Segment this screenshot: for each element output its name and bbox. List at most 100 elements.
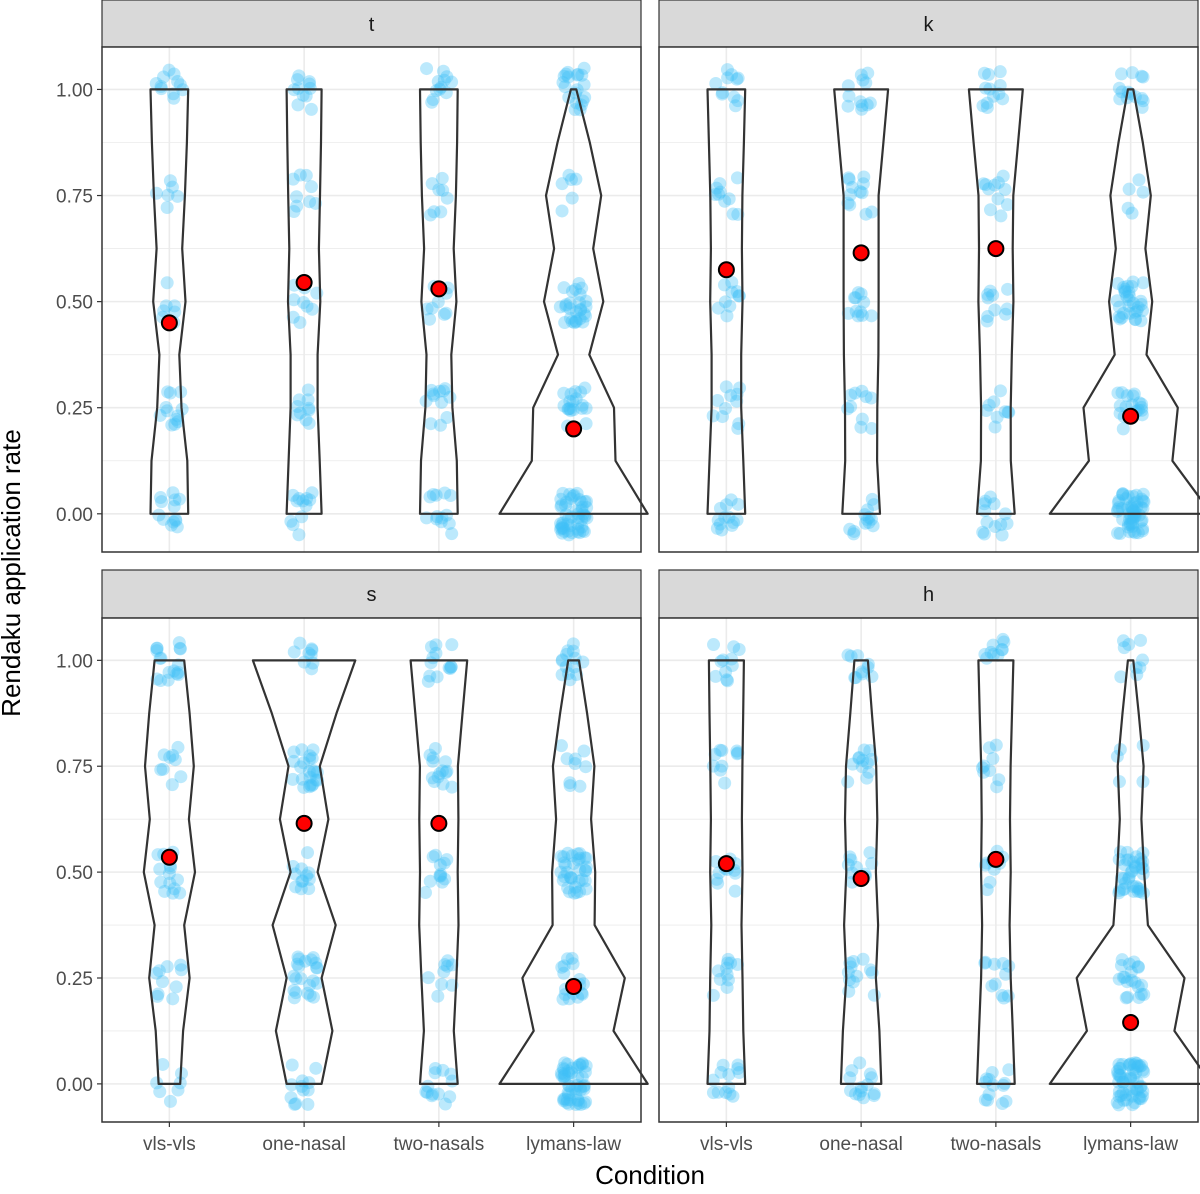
jitter-point <box>720 309 734 323</box>
jitter-point <box>435 171 449 185</box>
jitter-point <box>1126 296 1140 310</box>
jitter-point <box>152 964 166 978</box>
jitter-point <box>579 294 593 308</box>
jitter-point <box>441 954 455 968</box>
jitter-point <box>152 508 166 522</box>
jitter-point <box>424 656 438 670</box>
jitter-point <box>1135 978 1149 992</box>
jitter-point <box>841 196 855 210</box>
jitter-point <box>857 295 871 309</box>
y-tick-label: 0.75 <box>56 187 93 208</box>
jitter-point <box>438 958 452 972</box>
jitter-point <box>732 642 746 656</box>
x-tick-label: one-nasal <box>819 1134 902 1155</box>
jitter-point <box>173 78 187 92</box>
jitter-point <box>730 171 744 185</box>
mean-point-one-nasal <box>295 814 313 832</box>
jitter-point <box>988 303 1002 317</box>
jitter-point <box>444 660 458 674</box>
jitter-point <box>732 289 746 303</box>
jitter-point <box>1118 858 1132 872</box>
jitter-point <box>574 98 588 112</box>
jitter-point <box>570 68 584 82</box>
x-tick-label: lymans-law <box>526 1134 621 1155</box>
jitter-point <box>1131 980 1145 994</box>
jitter-point <box>302 764 316 778</box>
jitter-point <box>309 1061 323 1075</box>
jitter-point <box>1131 1083 1145 1097</box>
jitter-point <box>571 1070 585 1084</box>
jitter-point <box>854 1084 868 1098</box>
jitter-point <box>1135 304 1149 318</box>
jitter-point <box>287 969 301 983</box>
jitter-point <box>301 986 315 1000</box>
jitter-point <box>855 308 869 322</box>
jitter-point <box>565 1061 579 1075</box>
jitter-point <box>575 1056 589 1070</box>
jitter-point <box>169 514 183 528</box>
jitter-point <box>561 517 575 531</box>
jitter-point <box>844 1084 858 1098</box>
jitter-point <box>997 991 1011 1005</box>
jitter-point <box>563 870 577 884</box>
x-tick-label: vls-vls <box>143 1134 196 1155</box>
jitter-point <box>983 764 997 778</box>
jitter-point <box>1128 526 1142 540</box>
jitter-point <box>579 882 593 896</box>
jitter-point <box>162 665 176 679</box>
jitter-point <box>1112 81 1126 95</box>
jitter-point <box>554 1066 568 1080</box>
jitter-point <box>1112 1098 1126 1112</box>
jitter-point <box>1124 499 1138 513</box>
jitter-point <box>733 381 747 395</box>
jitter-point <box>557 850 571 864</box>
jitter-point <box>844 388 858 402</box>
jitter-point <box>439 306 453 320</box>
jitter-point <box>1130 1075 1144 1089</box>
jitter-point <box>730 72 744 86</box>
y-tick-label: 1.00 <box>56 80 93 101</box>
jitter-point <box>578 90 592 104</box>
jitter-point <box>725 652 739 666</box>
jitter-point <box>1125 1098 1139 1112</box>
jitter-point <box>171 740 185 754</box>
jitter-point <box>160 200 174 214</box>
jitter-point <box>569 282 583 296</box>
jitter-point <box>440 959 454 973</box>
facet-strip-label: k <box>924 14 935 36</box>
jitter-point <box>847 527 861 541</box>
jitter-point <box>710 521 724 535</box>
violin-lymans-law <box>498 88 649 515</box>
jitter-point <box>1136 1063 1150 1077</box>
jitter-point <box>310 961 324 975</box>
jitter-point <box>566 403 580 417</box>
jitter-point <box>568 1082 582 1096</box>
jitter-point <box>1122 1058 1136 1072</box>
jitter-point <box>1116 422 1130 436</box>
jitter-point <box>579 309 593 323</box>
jitter-point <box>1112 775 1126 789</box>
jitter-point <box>444 489 458 503</box>
jitter-point <box>153 862 167 876</box>
jitter-point <box>1115 85 1129 99</box>
jitter-point <box>426 387 440 401</box>
jitter-point <box>997 635 1011 649</box>
jitter-point <box>436 384 450 398</box>
jitter-point <box>429 84 443 98</box>
y-tick-label: 0.75 <box>56 757 93 778</box>
jitter-point <box>983 284 997 298</box>
jitter-point <box>1126 879 1140 893</box>
jitter-point <box>1121 520 1135 534</box>
jitter-point <box>1118 284 1132 298</box>
jitter-point <box>710 181 724 195</box>
jitter-point <box>1115 386 1129 400</box>
jitter-point <box>431 770 445 784</box>
jitter-point <box>577 1079 591 1093</box>
jitter-point <box>982 1087 996 1101</box>
jitter-point <box>303 749 317 763</box>
jitter-point <box>1116 487 1130 501</box>
jitter-point <box>424 417 438 431</box>
jitter-point <box>855 384 869 398</box>
jitter-point <box>854 68 868 82</box>
jitter-point <box>435 977 449 991</box>
